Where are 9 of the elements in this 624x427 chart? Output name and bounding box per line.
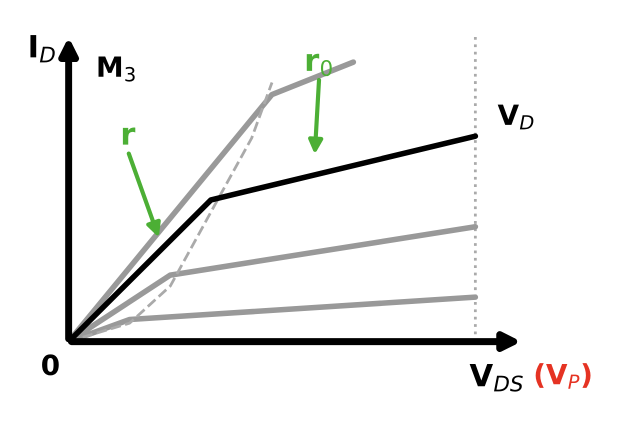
annotation: r: [122, 128, 136, 145]
text: r: [306, 54, 320, 71]
annotation: 0: [320, 60, 332, 76]
text: 0: [42, 354, 59, 376]
text: (V$_{P}$): [536, 363, 591, 389]
x-axis-title: V$_{DS}$: [470, 364, 523, 392]
series-label: V$_{D}$: [498, 104, 534, 130]
y-axis-title: I$_{D}$: [30, 35, 55, 62]
annotation: M$_{3}$: [98, 56, 135, 82]
